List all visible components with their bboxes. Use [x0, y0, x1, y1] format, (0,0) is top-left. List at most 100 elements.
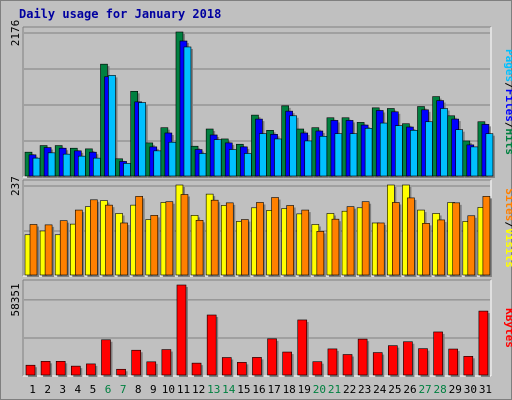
x-tick-label-2: 2: [44, 383, 51, 396]
bar-kbytes-kbytes-25: [388, 345, 400, 377]
bar-hits_files_pages-pages-11: [183, 46, 193, 178]
bar-visits_sites-sites-9: [150, 215, 160, 277]
bar-hits_files_pages-pages-31: [485, 133, 495, 178]
bar-visits_sites-sites-13: [210, 199, 221, 277]
x-tick-label-13: 13: [207, 383, 220, 396]
legend-item-hits_files_pages-4: Hits: [503, 129, 512, 156]
x-tick-label-19: 19: [298, 383, 311, 396]
x-tick-label-27: 27: [418, 383, 431, 396]
legend-item-kbytes-0: KBytes: [503, 308, 512, 348]
max-label-visits_sites: 237: [9, 176, 22, 196]
bar-kbytes-kbytes-20: [312, 361, 324, 377]
x-tick-label-21: 21: [328, 383, 341, 396]
bar-kbytes-kbytes-21: [327, 348, 339, 377]
x-tick-label-25: 25: [388, 383, 401, 396]
bar-visits_sites-sites-22: [346, 206, 357, 277]
bar-kbytes-kbytes-31: [478, 310, 490, 377]
bar-visits_sites-sites-14: [225, 202, 236, 277]
bar-visits_sites-sites-27: [422, 223, 432, 277]
bar-kbytes-kbytes-11: [176, 284, 188, 377]
bar-kbytes-kbytes-30: [463, 356, 475, 377]
bar-visits_sites-sites-19: [301, 209, 311, 277]
bar-kbytes-kbytes-10: [161, 349, 173, 377]
legend-item-hits_files_pages-1: /: [503, 82, 512, 89]
legend-item-hits_files_pages-0: Pages: [503, 49, 512, 82]
bar-kbytes-kbytes-12: [191, 362, 204, 377]
x-tick-label-14: 14: [222, 383, 236, 396]
bar-visits_sites-sites-17: [271, 197, 281, 277]
bar-kbytes-kbytes-4: [70, 365, 83, 377]
x-tick-label-8: 8: [135, 383, 142, 396]
x-tick-label-23: 23: [358, 383, 371, 396]
bar-kbytes-kbytes-24: [372, 352, 385, 377]
x-tick-label-4: 4: [75, 383, 82, 396]
legend-item-hits_files_pages-3: /: [503, 122, 512, 129]
bar-visits_sites-sites-8: [135, 196, 145, 277]
x-tick-label-16: 16: [252, 383, 265, 396]
bar-visits_sites-sites-7: [120, 222, 130, 277]
bar-kbytes-kbytes-6: [101, 339, 113, 377]
legend-item-visits_sites-1: /: [503, 221, 512, 228]
bar-visits_sites-sites-4: [74, 209, 85, 277]
bar-kbytes-kbytes-23: [357, 338, 370, 377]
x-tick-label-24: 24: [373, 383, 387, 396]
x-tick-label-3: 3: [59, 383, 66, 396]
x-tick-label-17: 17: [267, 383, 280, 396]
bar-kbytes-kbytes-2: [40, 361, 53, 377]
bar-kbytes-kbytes-15: [237, 362, 249, 377]
bar-visits_sites-sites-20: [316, 231, 326, 277]
x-tick-label-10: 10: [162, 383, 175, 396]
bar-kbytes-kbytes-18: [282, 351, 294, 377]
bar-kbytes-kbytes-8: [131, 349, 143, 377]
max-label-kbytes: 58351: [9, 283, 22, 316]
bar-kbytes-kbytes-5: [86, 363, 98, 377]
bar-visits_sites-sites-24: [376, 222, 387, 277]
bar-kbytes-kbytes-17: [267, 338, 279, 377]
legend-item-visits_sites-0: Sites: [503, 188, 512, 221]
bar-kbytes-kbytes-7: [116, 368, 128, 377]
bar-kbytes-kbytes-27: [418, 348, 430, 377]
bar-kbytes-kbytes-3: [55, 361, 68, 377]
legend-visits_sites: Sites/Visits: [503, 188, 512, 268]
bar-kbytes-kbytes-13: [206, 314, 219, 377]
legend-kbytes: KBytes: [503, 308, 512, 348]
x-tick-label-15: 15: [237, 383, 250, 396]
bar-visits_sites-sites-16: [256, 202, 266, 277]
x-tick-label-30: 30: [464, 383, 477, 396]
legend-item-visits_sites-2: Visits: [503, 228, 512, 268]
bar-visits_sites-sites-26: [407, 197, 417, 277]
bar-visits_sites-sites-23: [361, 201, 372, 277]
bar-kbytes-kbytes-22: [342, 354, 355, 377]
bar-visits_sites-sites-30: [467, 215, 477, 277]
bar-visits_sites-sites-28: [437, 219, 447, 277]
bar-visits_sites-sites-21: [331, 218, 341, 277]
bar-visits_sites-sites-2: [44, 224, 55, 277]
x-tick-label-28: 28: [434, 383, 447, 396]
bar-visits_sites-sites-15: [241, 219, 251, 277]
bar-visits_sites-sites-10: [165, 201, 175, 277]
bar-kbytes-kbytes-14: [221, 357, 234, 377]
bar-kbytes-kbytes-29: [448, 348, 460, 377]
bar-hits_files_pages-pages-8: [138, 102, 148, 178]
bar-visits_sites-sites-1: [29, 224, 39, 277]
bar-visits_sites-sites-25: [392, 202, 402, 277]
bar-kbytes-kbytes-9: [146, 361, 158, 377]
bar-kbytes-kbytes-19: [297, 319, 309, 377]
x-tick-label-5: 5: [90, 383, 97, 396]
x-tick-label-18: 18: [283, 383, 296, 396]
bar-kbytes-kbytes-28: [433, 331, 445, 377]
bar-visits_sites-sites-12: [195, 220, 206, 277]
bar-visits_sites-sites-11: [180, 194, 190, 277]
bar-visits_sites-sites-29: [452, 202, 462, 277]
x-tick-label-9: 9: [150, 383, 157, 396]
x-tick-label-26: 26: [403, 383, 416, 396]
x-tick-label-31: 31: [479, 383, 492, 396]
bar-kbytes-kbytes-26: [403, 341, 415, 377]
max-label-hits_files_pages: 2176: [9, 20, 22, 47]
x-tick-label-22: 22: [343, 383, 356, 396]
bar-visits_sites-sites-3: [59, 220, 70, 277]
legend-item-hits_files_pages-2: Files: [503, 89, 512, 122]
x-tick-label-12: 12: [192, 383, 205, 396]
bar-kbytes-kbytes-16: [252, 357, 264, 377]
